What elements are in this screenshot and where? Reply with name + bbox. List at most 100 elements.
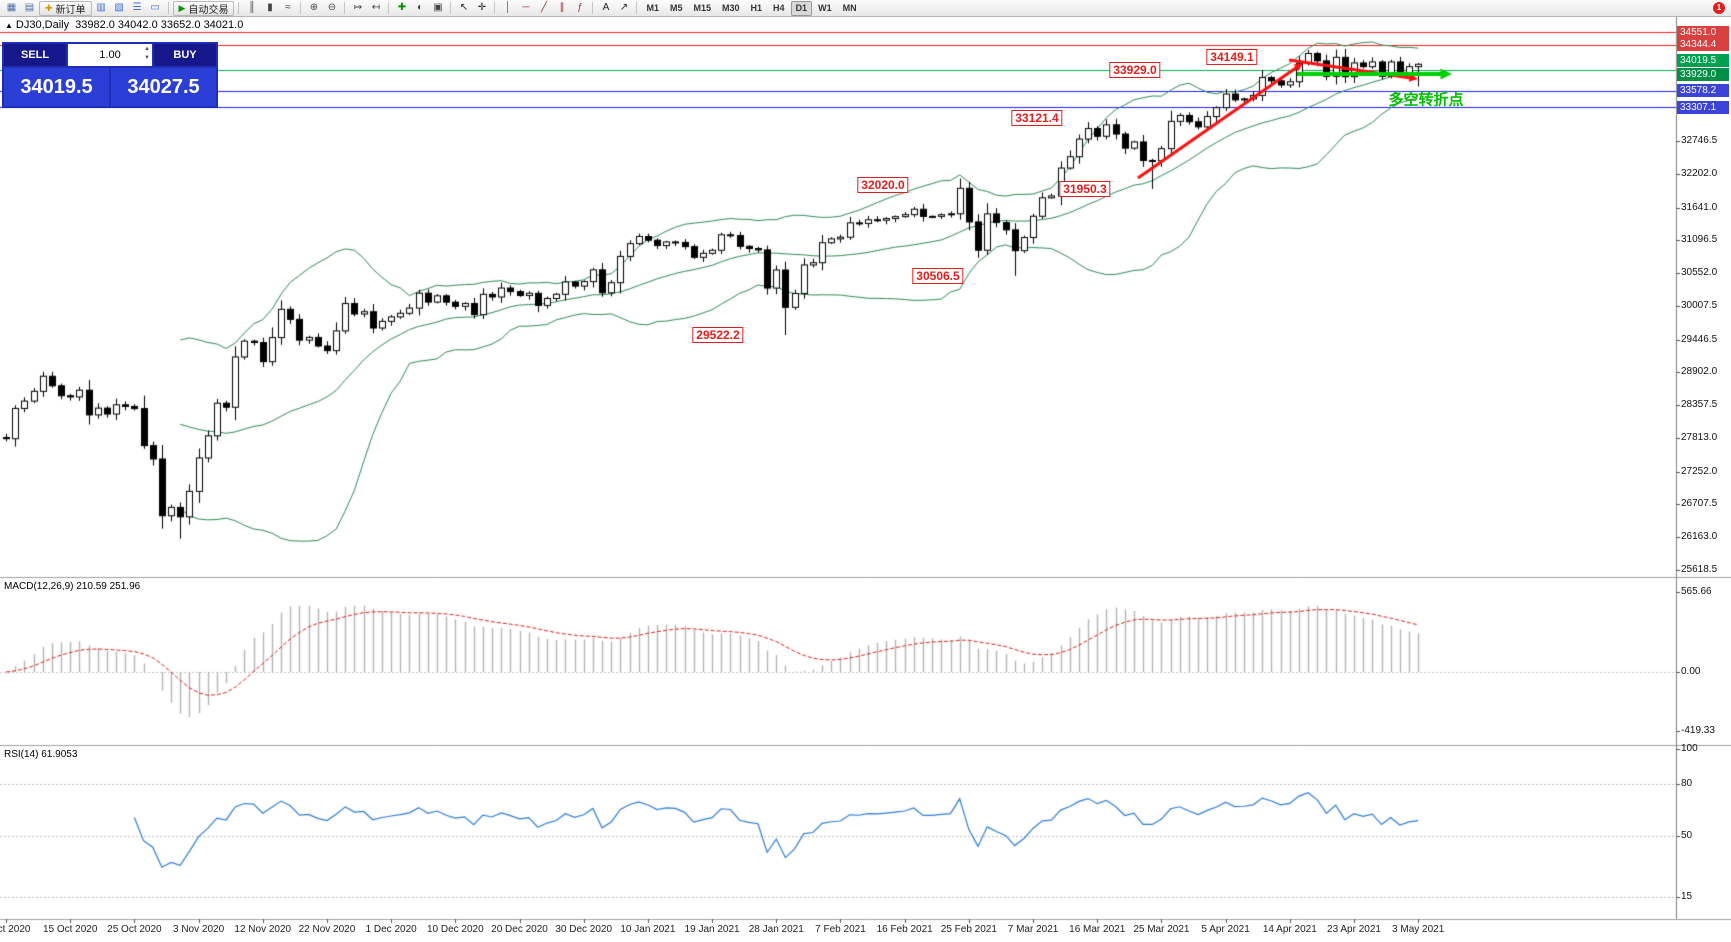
price-axis-marker: 33578.2 [1677, 84, 1729, 98]
notification-badge-icon[interactable]: 1 [1713, 2, 1725, 14]
macd-axis-label: -419.33 [1681, 725, 1715, 737]
price-axis-marker: 33307.1 [1677, 100, 1729, 114]
periods-icon[interactable]: ◐ [416, 2, 423, 13]
volume-down-icon[interactable]: ▼ [144, 55, 150, 61]
timeframe-button-D1[interactable]: D1 [790, 0, 813, 16]
time-axis-label: 6 Oct 2020 [0, 924, 31, 935]
time-axis-label: 1 Dec 2020 [365, 924, 417, 935]
trendline-icon[interactable]: ╱ [540, 2, 547, 13]
price-callout-label[interactable]: 33929.0 [1109, 61, 1161, 78]
time-axis-label: 7 Mar 2021 [1007, 924, 1059, 935]
market-watch-icon[interactable]: ▥ [96, 2, 106, 13]
timeframe-button-M5[interactable]: M5 [669, 2, 683, 13]
one-click-trading-panel: SELL 1.00 ▲ ▼ BUY 34019.5 34027.5 [2, 42, 218, 108]
price-axis-label: 26707.5 [1681, 498, 1718, 510]
timeframe-button-M1[interactable]: M1 [646, 2, 659, 13]
timeframe-button-M30[interactable]: M30 [722, 2, 740, 13]
rsi-axis-label: 15 [1681, 890, 1693, 902]
indicators-icon[interactable]: ✚ [397, 2, 407, 13]
auto-trading-button[interactable]: ▶ 自动交易 [172, 0, 235, 16]
time-axis-label: 5 Apr 2021 [1201, 924, 1250, 935]
line-chart-icon[interactable]: ≈ [285, 2, 291, 13]
candlestick-chart-icon[interactable]: ▮ [267, 2, 273, 13]
channel-icon[interactable]: ∥ [559, 2, 565, 13]
rsi-axis-label: 50 [1681, 830, 1693, 841]
bid-price[interactable]: 34019.5 [4, 68, 109, 106]
time-axis-label: 25 Oct 2020 [107, 924, 162, 935]
price-axis-label: 27813.0 [1681, 431, 1718, 443]
buy-button[interactable]: BUY [154, 44, 216, 66]
macd-axis-label: 0.00 [1681, 666, 1701, 677]
zoom-out-icon[interactable]: ⊖ [327, 2, 337, 13]
price-axis-label: 31096.5 [1681, 234, 1718, 246]
chart-note-text[interactable]: 多空转折点 [1388, 91, 1464, 109]
toolbar: ▦ ▤ ✚ 新订单 ▥ ▧ ☰ ▭ ▶ 自动交易 ║ ▮ ≈ ⊕ ⊖ ↦ ↤ ✚ ◐ ▣ ↖ ✛ │ ─ ╱ ∥ ƒ A ↗ M1 M5 M1… [0, 0, 1731, 17]
timeframe-button-H1[interactable]: H1 [750, 2, 763, 13]
new-order-button-label: 新订单 [55, 4, 86, 16]
timeframe-button-M15[interactable]: M15 [693, 2, 712, 13]
volume-spinner[interactable]: ▲ ▼ [144, 45, 150, 63]
horizontal-line-icon[interactable]: ─ [522, 2, 530, 13]
volume-up-icon[interactable]: ▲ [144, 46, 150, 52]
toolbar-separator [388, 2, 390, 14]
price-callout-label[interactable]: 32020.0 [857, 176, 909, 193]
timeframe-button-MN[interactable]: MN [842, 2, 857, 13]
macd-axis-label: 565.66 [1681, 585, 1712, 597]
price-callout-label[interactable]: 33121.4 [1011, 110, 1063, 127]
zoom-in-icon[interactable]: ⊕ [309, 2, 319, 13]
auto-trading-button-label: 自动交易 [188, 4, 229, 16]
price-callout-label[interactable]: 29522.2 [692, 327, 744, 344]
terminal-icon[interactable]: ▭ [150, 2, 160, 13]
vertical-line-icon[interactable]: │ [504, 2, 512, 13]
new-chart-icon[interactable]: ▦ [6, 2, 17, 13]
new-order-button-icon: ✚ [45, 2, 53, 13]
time-axis-label: 10 Jan 2021 [620, 924, 676, 935]
price-axis-marker: 34551.0 [1677, 25, 1729, 39]
arrows-tool-icon[interactable]: ↗ [619, 2, 629, 13]
timeframe-button-H4[interactable]: H4 [773, 2, 785, 13]
auto-trading-button-icon: ▶ [178, 2, 186, 13]
data-window-icon[interactable]: ▧ [114, 2, 124, 13]
profiles-icon[interactable]: ▤ [24, 2, 35, 13]
time-axis-label: 25 Feb 2021 [940, 924, 997, 935]
crosshair-icon[interactable]: ✛ [477, 2, 487, 13]
time-axis-label: 7 Feb 2021 [815, 924, 866, 935]
fibonacci-icon[interactable]: ƒ [577, 2, 583, 13]
rsi-indicator-label: RSI(14) 61.9053 [4, 749, 78, 760]
symbol-expand-icon[interactable]: ▲ [5, 21, 13, 30]
price-axis-label: 29446.5 [1681, 333, 1718, 345]
time-axis-label: 28 Jan 2021 [748, 924, 804, 935]
toolbar-separator [167, 2, 169, 14]
timeframe-button-W1[interactable]: W1 [818, 2, 832, 13]
volume-input[interactable]: 1.00 ▲ ▼ [68, 44, 152, 66]
symbol-name: DJ30,Daily [15, 19, 70, 31]
price-axis-marker: 34019.5 [1677, 53, 1729, 67]
navigator-icon[interactable]: ☰ [132, 2, 142, 13]
cursor-icon[interactable]: ↖ [459, 2, 469, 13]
toolbar-separator [238, 2, 240, 14]
chart-symbol-title: ▲ DJ30,Daily 33982.0 34042.0 33652.0 34021… [5, 19, 243, 31]
bar-chart-icon[interactable]: ║ [248, 2, 256, 13]
new-order-button[interactable]: ✚ 新订单 [39, 0, 92, 16]
time-axis-label: 14 Apr 2021 [1262, 924, 1317, 935]
text-tool-icon[interactable]: A [602, 2, 610, 13]
time-axis-label: 20 Dec 2020 [491, 924, 548, 935]
chart-shift-icon[interactable]: ↤ [371, 2, 381, 13]
price-callout-label[interactable]: 34149.1 [1206, 48, 1258, 65]
price-axis-label: 30007.5 [1681, 299, 1718, 311]
rsi-axis-label: 100 [1681, 743, 1698, 755]
ask-price[interactable]: 34027.5 [111, 68, 216, 106]
toolbar-separator [592, 2, 594, 14]
sell-button[interactable]: SELL [4, 44, 66, 66]
price-callout-label[interactable]: 31950.3 [1059, 180, 1111, 197]
templates-icon[interactable]: ▣ [433, 2, 443, 13]
volume-value: 1.00 [99, 49, 121, 61]
price-axis-label: 28902.0 [1681, 366, 1718, 378]
symbol-ohlc-values: 33982.0 34042.0 33652.0 34021.0 [75, 19, 244, 31]
price-axis-label: 32746.5 [1681, 135, 1718, 146]
time-axis-label: 23 Apr 2021 [1327, 924, 1381, 935]
price-callout-label[interactable]: 30506.5 [912, 267, 964, 284]
auto-scroll-icon[interactable]: ↦ [353, 2, 363, 13]
